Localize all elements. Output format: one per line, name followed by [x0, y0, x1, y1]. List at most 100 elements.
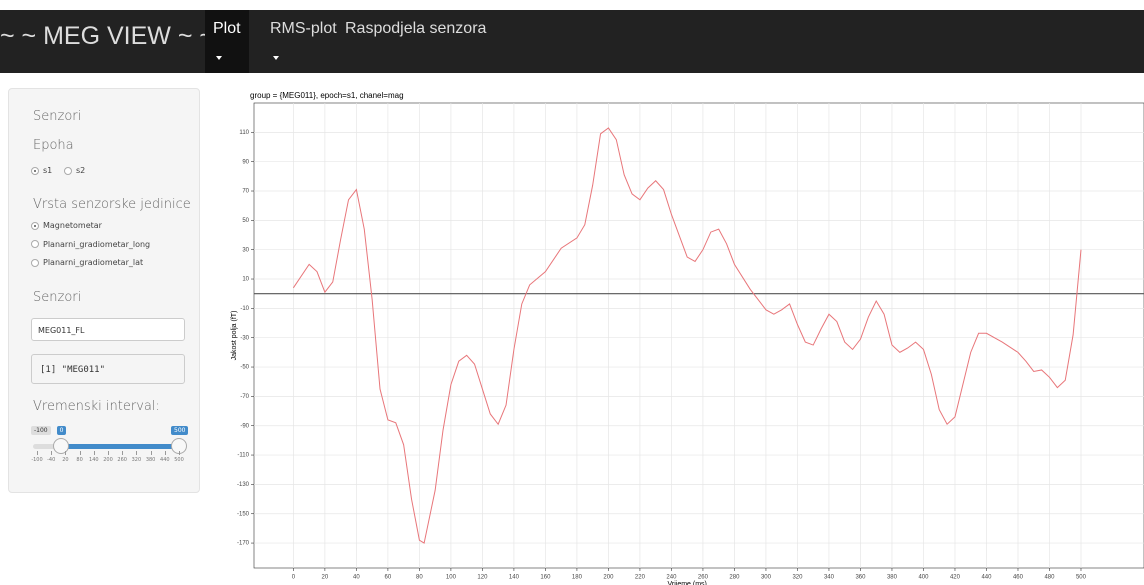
- y-tick-label: -130: [237, 482, 250, 488]
- x-tick-label: 360: [855, 575, 866, 581]
- radio-dot: [31, 258, 39, 267]
- x-tick-label: 440: [981, 575, 992, 581]
- x-tick-label: 340: [824, 575, 835, 581]
- slider-tick: [51, 451, 53, 455]
- y-tick-label: -30: [240, 335, 249, 341]
- y-tick-label: 110: [239, 130, 249, 136]
- slider-tick: [136, 451, 138, 455]
- x-tick-label: 160: [540, 575, 551, 581]
- y-tick-label: 30: [242, 247, 249, 253]
- y-axis-label: Jakost polja (fT): [231, 311, 238, 361]
- radio-dot: [31, 240, 39, 248]
- slider-from: 0: [56, 426, 67, 435]
- x-axis-label: Vrijeme (ms): [667, 581, 706, 585]
- slider-tick-label: 260: [117, 457, 127, 463]
- slider-handle[interactable]: [52, 438, 69, 454]
- y-tick-label: -170: [237, 541, 250, 547]
- caret: [216, 56, 222, 60]
- sidebar: Senzori Epoha Vrsta senzorske jedinice S…: [8, 88, 200, 493]
- radio-option[interactable]: s2: [64, 166, 85, 175]
- text-input[interactable]: MEG011_FL: [31, 318, 185, 341]
- brand[interactable]: ~ ~ MEG VIEW ~ ~: [0, 22, 214, 50]
- chart: group = {MEG011}, epoch=s1, chanel=mag 1…: [231, 91, 1144, 585]
- radio-label: Magnetometar: [43, 221, 102, 230]
- tab-label: RMS-plot: [270, 20, 337, 37]
- x-tick-label: 480: [1044, 575, 1055, 581]
- radio-dot: [64, 166, 72, 175]
- tab[interactable]: RMS-plot: [262, 10, 345, 73]
- slider-tick-label: 440: [160, 457, 170, 463]
- radio-option[interactable]: Planarni_gradiometar_lat: [31, 258, 143, 267]
- tab[interactable]: Plot: [205, 10, 249, 73]
- x-tick-label: 280: [729, 575, 740, 581]
- x-tick-label: 420: [950, 575, 961, 581]
- slider-tick: [122, 451, 124, 455]
- radio-label: Planarni_gradiometar_long: [43, 239, 151, 249]
- slider-tick-label: 140: [89, 457, 99, 463]
- slider-to: 500: [171, 426, 189, 435]
- y-tick-label: 90: [242, 159, 249, 165]
- slider-tick-label: 320: [131, 457, 142, 463]
- y-tick-label: -90: [240, 423, 249, 429]
- x-tick-label: 240: [666, 575, 677, 581]
- slider-tick: [150, 451, 152, 455]
- y-tick-label: -50: [240, 365, 249, 371]
- slider-tick-label: -100: [31, 457, 43, 463]
- y-tick-label: 10: [242, 277, 249, 283]
- radio-label: s2: [76, 166, 86, 175]
- chart-title: group = {MEG011}, epoch=s1, chanel=mag: [250, 91, 404, 100]
- x-tick-label: 380: [887, 575, 898, 581]
- slider-tick-label: -40: [47, 457, 56, 463]
- slider-tick-label: 80: [76, 457, 83, 463]
- y-tick-label: -110: [237, 453, 249, 459]
- radio-dot: [31, 221, 39, 230]
- unit-label: Vrsta senzorske jedinice: [33, 197, 191, 212]
- slider-range: [60, 444, 179, 449]
- caret: [273, 56, 279, 60]
- slider-tick: [164, 451, 166, 455]
- y-tick-label: 70: [242, 189, 249, 195]
- y-tick-label: -150: [237, 511, 250, 517]
- x-tick-label: 320: [792, 575, 803, 581]
- y-tick-label: 50: [242, 218, 249, 224]
- slider-tick: [79, 451, 81, 455]
- y-tick-label: -70: [240, 394, 249, 400]
- sensors-label: Senzori: [33, 290, 82, 305]
- x-tick-label: 500: [1076, 575, 1087, 581]
- x-tick-label: 220: [635, 575, 646, 581]
- radio-option[interactable]: Magnetometar: [31, 221, 102, 230]
- radio-option[interactable]: Planarni_gradiometar_long: [31, 240, 150, 249]
- data-line: [292, 127, 1082, 544]
- slider-tick: [179, 451, 180, 455]
- radio-label: s1: [43, 166, 53, 175]
- y-tick-label: -10: [240, 306, 249, 312]
- x-tick-label: 260: [698, 575, 709, 581]
- slider-tick: [65, 451, 67, 455]
- slider-tick-label: 500: [174, 457, 184, 463]
- x-tick-label: 200: [603, 575, 614, 581]
- navbar: ~ ~ MEG VIEW ~ ~ Plot RMS-plot Raspodjel…: [0, 10, 1144, 73]
- tab[interactable]: Raspodjela senzora: [337, 10, 494, 73]
- x-tick-label: 120: [477, 575, 488, 581]
- x-tick-label: 0: [292, 575, 296, 581]
- radio-option[interactable]: s1: [31, 166, 52, 175]
- slider-tick: [93, 451, 95, 455]
- x-tick-label: 140: [509, 575, 520, 581]
- slider-tick-label: 380: [145, 457, 156, 463]
- tab-label: Plot: [213, 20, 241, 37]
- x-tick-label: 300: [761, 575, 772, 581]
- plot-panel: [253, 102, 1144, 569]
- slider-tick: [108, 451, 109, 455]
- x-tick-label: 400: [918, 575, 929, 581]
- text-output: [1] "MEG011": [31, 354, 185, 384]
- x-tick-label: 180: [572, 575, 583, 581]
- x-tick-label: 60: [385, 575, 392, 581]
- slider-tick-label: 20: [62, 457, 69, 463]
- radio-label: Planarni_gradiometar_lat: [43, 258, 144, 267]
- epoch-label: Epoha: [33, 138, 74, 153]
- radio-dot: [31, 166, 39, 175]
- slider-tick-label: 200: [103, 457, 113, 463]
- x-tick-label: 460: [1013, 575, 1024, 581]
- x-tick-label: 80: [416, 575, 423, 581]
